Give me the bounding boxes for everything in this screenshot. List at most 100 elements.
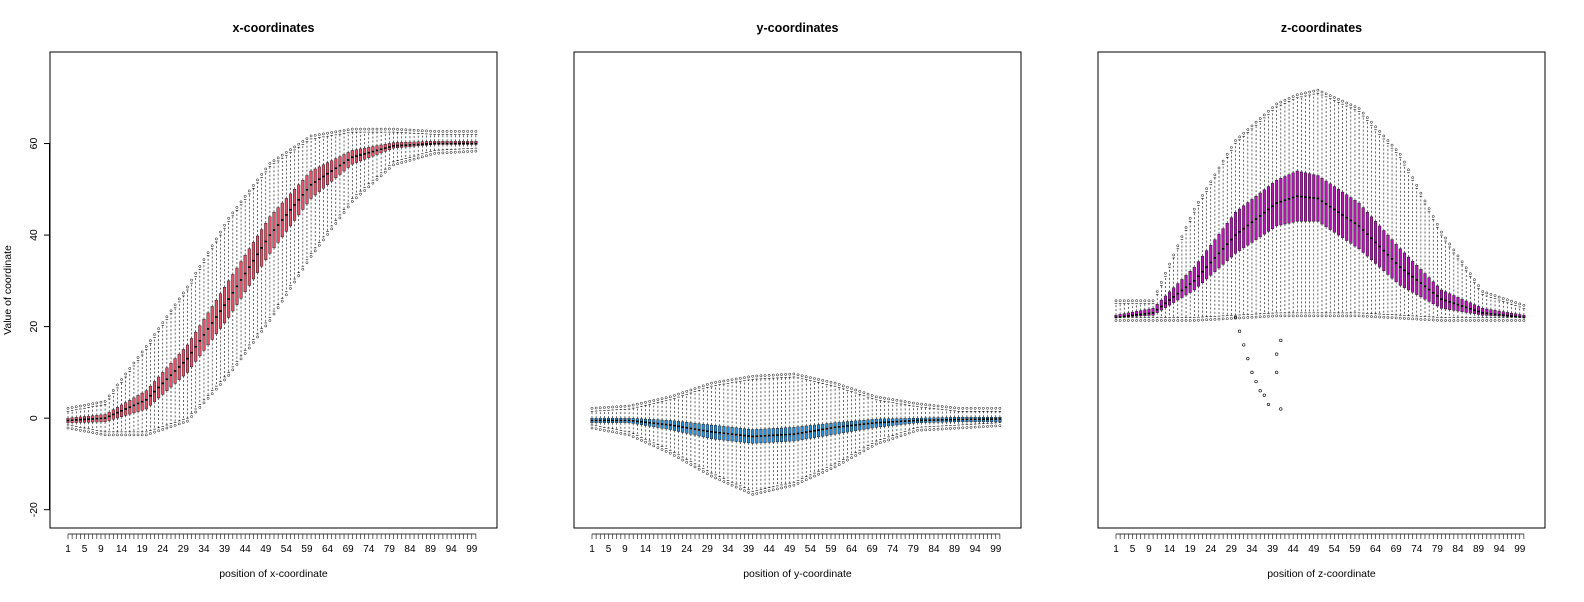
outlier-point: [359, 127, 362, 131]
outlier-point: [256, 178, 259, 182]
box: [920, 402, 924, 432]
outlier-point: [1357, 107, 1361, 110]
box: [214, 237, 218, 391]
box: [973, 406, 977, 429]
box: [87, 403, 91, 434]
box: [1291, 95, 1295, 318]
box: [759, 374, 763, 494]
box: [845, 385, 849, 462]
outlier-point: [227, 374, 231, 377]
outlier-point: [796, 373, 800, 377]
outlier-point: [194, 410, 198, 414]
box: [734, 377, 738, 489]
outlier-point: [449, 130, 453, 133]
outlier-point: [738, 487, 742, 491]
box: [718, 380, 722, 482]
outlier-point: [660, 397, 664, 401]
box: [775, 373, 779, 491]
x-axis-label: position of z-coordinate: [1267, 568, 1376, 580]
box: [1233, 139, 1237, 320]
outlier-point: [1477, 319, 1480, 322]
outlier-point: [334, 222, 338, 225]
outlier-point: [198, 406, 202, 409]
box: [977, 406, 981, 429]
box: [264, 167, 268, 328]
x-tick-label: 39: [219, 544, 231, 555]
outlier-point: [74, 405, 78, 409]
outlier-point: [1497, 319, 1501, 322]
outlier-point: [350, 200, 354, 203]
x-tick-label: 89: [949, 544, 961, 555]
outlier-point: [169, 425, 173, 428]
outlier-point: [1481, 290, 1485, 293]
outlier-point: [1287, 97, 1291, 100]
outlier-point: [1390, 143, 1394, 147]
outlier-point: [433, 152, 437, 155]
outlier-point: [1427, 207, 1431, 211]
x-tick-label: 34: [198, 544, 210, 555]
box-iqr: [1242, 205, 1246, 249]
outlier-point: [103, 400, 107, 403]
outlier-point: [388, 127, 391, 131]
box: [1168, 262, 1172, 322]
outlier-point: [1139, 319, 1143, 322]
box-iqr: [1168, 291, 1172, 306]
outlier-point: [957, 426, 961, 430]
outlier-point: [1221, 317, 1225, 321]
outlier-point: [920, 428, 923, 432]
x-tick-label: 39: [1267, 544, 1279, 555]
outlier-point: [673, 454, 676, 457]
outlier-point: [1485, 291, 1489, 295]
box: [1332, 96, 1336, 318]
box: [870, 394, 874, 448]
outlier-point: [1328, 94, 1332, 98]
outlier-point: [1357, 314, 1361, 318]
x-tick-label: 64: [1370, 544, 1382, 555]
outlier-point: [726, 379, 730, 382]
outlier-point: [1370, 315, 1373, 318]
box: [878, 396, 882, 445]
outlier-point: [1382, 315, 1386, 319]
box: [656, 398, 660, 450]
outlier-point: [1403, 317, 1406, 320]
outlier-point: [1221, 159, 1225, 163]
box: [280, 153, 284, 303]
box: [755, 374, 759, 495]
outlier-point: [977, 425, 981, 429]
outlier-point: [256, 335, 259, 339]
outlier-point: [821, 471, 825, 474]
box: [619, 405, 623, 435]
outlier-point: [1258, 389, 1262, 393]
outlier-point: [1176, 319, 1180, 322]
outlier-point: [1378, 315, 1382, 319]
box-iqr: [1217, 233, 1221, 269]
box: [1390, 143, 1394, 320]
box: [334, 130, 338, 225]
outlier-point: [928, 428, 932, 431]
box: [256, 178, 260, 339]
outlier-point: [854, 454, 858, 457]
outlier-point: [990, 424, 993, 428]
box-iqr: [1159, 299, 1163, 311]
box: [784, 373, 788, 489]
box: [677, 392, 681, 460]
box: [590, 406, 594, 430]
outlier-point: [1275, 370, 1279, 374]
outlier-point: [1147, 319, 1151, 322]
outlier-point: [330, 131, 334, 134]
box: [1452, 248, 1456, 322]
outlier-point: [697, 467, 701, 471]
outlier-point: [817, 378, 820, 381]
box-iqr: [1143, 309, 1147, 316]
outlier-point: [1159, 281, 1163, 284]
box: [763, 374, 767, 493]
outlier-point: [322, 132, 325, 136]
outlier-point: [701, 384, 705, 388]
outlier-point: [375, 178, 379, 181]
box-iqr: [1130, 311, 1134, 317]
outlier-point: [1328, 314, 1332, 318]
box: [1456, 254, 1460, 322]
outlier-point: [1345, 101, 1349, 105]
outlier-point: [668, 451, 672, 455]
outlier-point: [1262, 113, 1266, 117]
